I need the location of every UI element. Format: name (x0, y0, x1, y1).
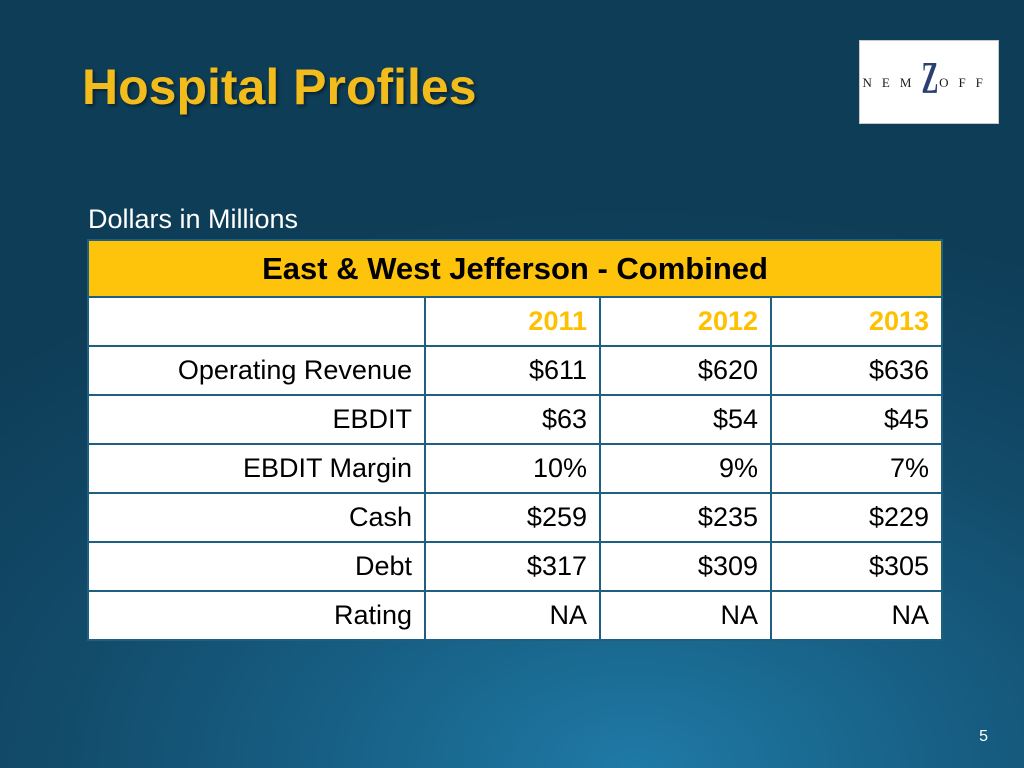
hospital-profile-table: East & West Jefferson - Combined 2011 20… (86, 239, 944, 641)
cell-value: NA (599, 590, 772, 641)
year-2013: 2013 (769, 296, 944, 347)
nemzoff-logo: NEM Z OFF (859, 40, 999, 124)
empty-header-cell (87, 296, 426, 347)
logo-text-center: Z (922, 53, 939, 104)
table-row-operating-revenue: Operating Revenue $611 $620 $636 (87, 345, 944, 396)
cell-value: 7% (769, 443, 944, 494)
table-row-ebdit: EBDIT $63 $54 $45 (87, 394, 944, 445)
cell-value: 9% (599, 443, 772, 494)
row-label: EBDIT (87, 394, 426, 445)
slide-title: Hospital Profiles (82, 59, 477, 115)
cell-value: $305 (769, 541, 944, 592)
logo-text-left: NEM (863, 75, 922, 90)
cell-value: $309 (599, 541, 772, 592)
cell-value: $620 (599, 345, 772, 396)
row-label: Cash (87, 492, 426, 543)
cell-value: $317 (424, 541, 601, 592)
cell-value: 10% (424, 443, 601, 494)
table-row-ebdit-margin: EBDIT Margin 10% 9% 7% (87, 443, 944, 494)
cell-value: $235 (599, 492, 772, 543)
year-2012: 2012 (599, 296, 772, 347)
year-header-row: 2011 2012 2013 (87, 296, 944, 347)
logo-graphic: NEM Z OFF (863, 53, 993, 104)
row-label: Debt (87, 541, 426, 592)
cell-value: NA (424, 590, 601, 641)
cell-value: $259 (424, 492, 601, 543)
cell-value: $63 (424, 394, 601, 445)
cell-value: $54 (599, 394, 772, 445)
table-title: East & West Jefferson - Combined (86, 239, 944, 298)
table-row-cash: Cash $259 $235 $229 (87, 492, 944, 543)
row-label: Operating Revenue (87, 345, 426, 396)
table-row-debt: Debt $317 $309 $305 (87, 541, 944, 592)
cell-value: $229 (769, 492, 944, 543)
cell-value: $611 (424, 345, 601, 396)
table-row-rating: Rating NA NA NA (87, 590, 944, 641)
logo-text-right: OFF (939, 75, 993, 90)
row-label: Rating (87, 590, 426, 641)
units-caption: Dollars in Millions (88, 204, 299, 234)
cell-value: $45 (769, 394, 944, 445)
cell-value: NA (769, 590, 944, 641)
slide-number: 5 (979, 728, 988, 745)
cell-value: $636 (769, 345, 944, 396)
row-label: EBDIT Margin (87, 443, 426, 494)
table-header-row: East & West Jefferson - Combined (86, 239, 944, 298)
year-2011: 2011 (424, 296, 601, 347)
